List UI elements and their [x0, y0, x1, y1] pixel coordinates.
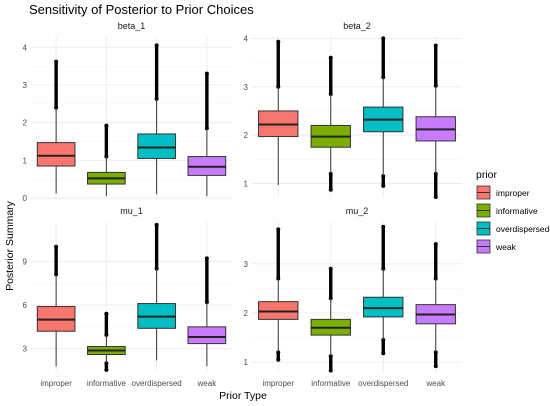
outlier-point: [276, 227, 281, 232]
box-iqr: [187, 326, 227, 345]
y-tick-label: 3: [244, 260, 249, 269]
legend-label: overdispersed: [496, 224, 550, 234]
outlier-point: [381, 224, 386, 229]
box-weak: [187, 256, 227, 367]
legend-title: prior: [476, 169, 498, 181]
outlier-point: [328, 368, 333, 373]
x-tick-label: overdispersed: [132, 379, 182, 388]
facet-panel-beta_1: 0 1 2 3 4 beta_1: [23, 21, 232, 203]
outlier-point: [381, 36, 386, 41]
outlier-point: [433, 242, 438, 247]
outlier-point: [433, 364, 438, 369]
x-tick-label: weak: [425, 379, 446, 388]
facet-panel-mu_1: 3 6 9 mu_1 improper informative overdispersed w…: [23, 206, 232, 388]
y-tick-label: 3: [23, 81, 28, 90]
y-tick-label: 3: [23, 345, 28, 354]
box-overdispersed: [137, 222, 176, 361]
legend-label: informative: [496, 206, 538, 216]
outlier-point: [204, 256, 209, 261]
outlier-point: [276, 357, 281, 362]
x-tick-label: weak: [197, 379, 218, 388]
facet-strip-label: beta_1: [118, 21, 146, 31]
y-tick-label: 2: [23, 119, 28, 128]
y-tick-label: 1: [244, 358, 249, 367]
facet-panel-mu_2: 1 2 3 mu_2 improper informative overdispersed w…: [244, 206, 462, 388]
x-tick-label: informative: [311, 379, 351, 388]
box-weak: [415, 242, 456, 369]
box-improper: [258, 39, 299, 185]
box-informative: [310, 266, 351, 373]
y-tick-label: 2: [244, 309, 249, 318]
x-axis-title: Prior Type: [219, 390, 267, 402]
outlier-point: [154, 222, 159, 227]
y-tick-label: 3: [244, 83, 249, 92]
outlier-point: [204, 71, 209, 76]
y-tick-label: 1: [23, 156, 28, 165]
box-weak: [187, 71, 227, 197]
outlier-point: [328, 187, 333, 192]
y-tick-label: 9: [23, 257, 28, 266]
facet-panels: 0 1 2 3 4 beta_1 1 2 3 4 beta_2 3 6 9 mu_1 improper info…: [23, 21, 462, 388]
y-tick-label: 2: [244, 131, 249, 140]
box-overdispersed: [137, 43, 176, 195]
legend: prior improper informative overdispersed we…: [476, 169, 550, 254]
legend-item-improper: improper: [476, 185, 530, 200]
x-tick-label: improper: [40, 379, 72, 388]
box-overdispersed: [363, 224, 404, 356]
outlier-point: [104, 311, 109, 316]
legend-label: improper: [496, 188, 530, 198]
legend-item-overdispersed: overdispersed: [476, 221, 550, 236]
outlier-point: [104, 123, 109, 128]
chart-title: Sensitivity of Posterior to Prior Choice…: [29, 2, 254, 17]
outlier-point: [328, 55, 333, 60]
outlier-point: [433, 43, 438, 48]
box-improper: [36, 244, 76, 367]
x-tick-label: improper: [262, 379, 294, 388]
y-axis-title: Posterior Summary: [4, 200, 16, 291]
facet-strip-label: mu_1: [120, 206, 143, 216]
outlier-point: [276, 39, 281, 44]
facet-panel-beta_2: 1 2 3 4 beta_2: [244, 21, 462, 200]
outlier-point: [54, 59, 59, 64]
y-tick-label: 4: [23, 43, 28, 52]
legend-item-weak: weak: [476, 239, 517, 254]
outlier-point: [54, 244, 59, 249]
box-improper: [36, 59, 76, 194]
outlier-point: [154, 43, 159, 48]
outlier-point: [433, 195, 438, 200]
box-overdispersed: [363, 36, 404, 188]
facet-strip-label: mu_2: [346, 206, 369, 216]
outlier-point: [381, 351, 386, 356]
box-iqr: [137, 133, 176, 159]
outlier-point: [328, 266, 333, 271]
box-iqr: [36, 142, 76, 167]
y-tick-label: 4: [244, 34, 249, 43]
x-tick-label: informative: [87, 379, 127, 388]
y-tick-label: 6: [23, 301, 28, 310]
box-informative: [87, 123, 126, 197]
box-informative: [310, 55, 351, 192]
box-improper: [258, 227, 299, 362]
outlier-point: [381, 183, 386, 188]
outlier-point: [104, 367, 109, 372]
legend-label: weak: [495, 242, 517, 252]
box-weak: [415, 43, 456, 200]
box-informative: [87, 311, 126, 372]
facet-strip-label: beta_2: [343, 21, 371, 31]
y-tick-label: 1: [244, 179, 249, 188]
y-tick-label: 0: [23, 194, 28, 203]
x-tick-label: overdispersed: [358, 379, 408, 388]
legend-item-informative: informative: [476, 203, 538, 218]
